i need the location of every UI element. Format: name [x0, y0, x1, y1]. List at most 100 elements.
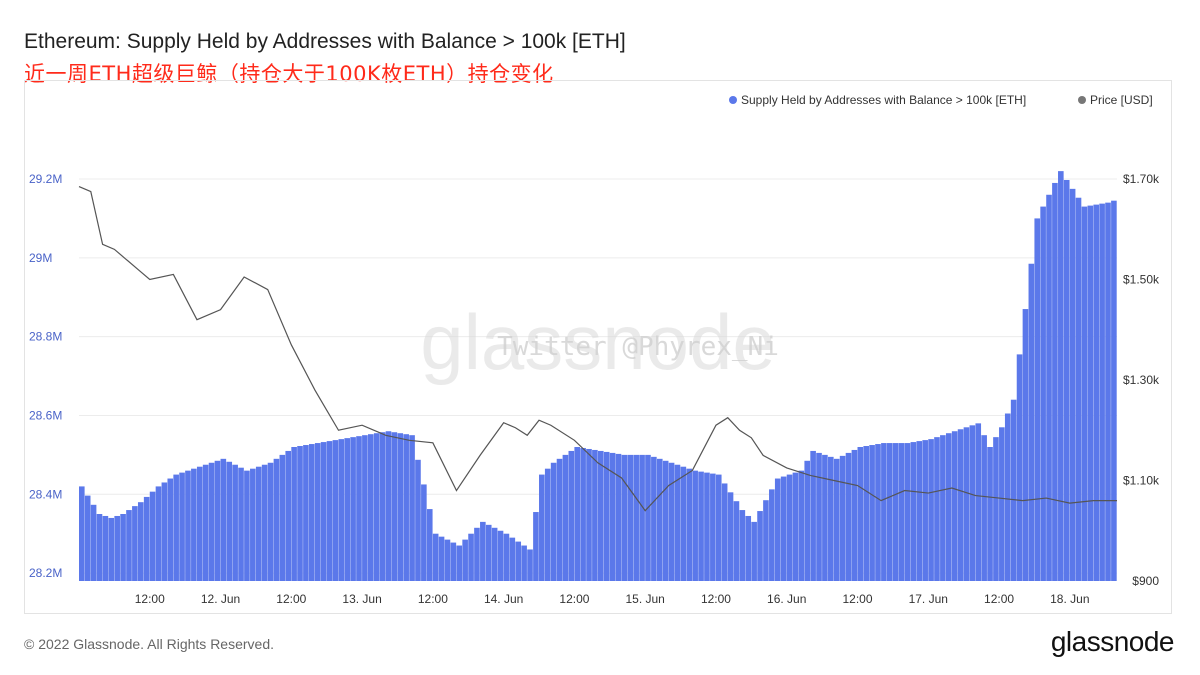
- supply-bar: [562, 454, 569, 581]
- supply-bar: [598, 450, 604, 581]
- supply-bar: [338, 439, 345, 581]
- supply-bar: [497, 530, 504, 581]
- supply-bar: [202, 464, 209, 581]
- supply-bar: [816, 452, 822, 581]
- supply-bar: [993, 437, 999, 581]
- supply-bar: [161, 482, 168, 581]
- x-axis-tick: 12:00: [842, 592, 872, 606]
- supply-bar: [362, 435, 368, 581]
- supply-bar: [220, 458, 227, 581]
- supply-bar: [969, 425, 976, 581]
- supply-bar: [155, 486, 162, 581]
- supply-bar: [721, 483, 728, 581]
- supply-bar: [1058, 171, 1064, 581]
- supply-bar: [373, 433, 380, 581]
- watermark-twitter: Twitter @Phyrex_Ni: [497, 332, 779, 362]
- supply-bar: [987, 447, 993, 581]
- legend-swatch-price: [1078, 96, 1086, 104]
- price-line: [78, 185, 1117, 512]
- supply-bar: [1081, 206, 1088, 581]
- supply-bar: [1010, 399, 1017, 581]
- supply-bar: [244, 470, 250, 581]
- supply-bar: [786, 474, 793, 581]
- supply-bar: [851, 449, 858, 581]
- chart-title: Ethereum: Supply Held by Addresses with …: [24, 30, 626, 53]
- supply-bar: [456, 545, 463, 581]
- supply-bar: [285, 450, 292, 581]
- supply-bar: [916, 441, 923, 581]
- supply-bar: [403, 434, 409, 581]
- supply-bar: [656, 458, 663, 581]
- supply-bar: [367, 434, 374, 581]
- supply-bar: [751, 521, 757, 581]
- supply-bar: [1028, 263, 1035, 581]
- supply-bar: [1087, 205, 1094, 581]
- x-axis-tick: 12:00: [135, 592, 165, 606]
- supply-bar: [733, 501, 740, 581]
- supply-bar: [84, 495, 91, 581]
- supply-bar: [568, 450, 575, 581]
- supply-bar: [468, 533, 474, 581]
- supply-bar: [774, 478, 781, 581]
- supply-bar: [474, 527, 480, 581]
- supply-bar: [1069, 188, 1076, 581]
- footer-copyright: © 2022 Glassnode. All Rights Reserved.: [24, 636, 275, 652]
- x-axis-tick: 14. Jun: [484, 592, 523, 606]
- supply-bar: [232, 464, 238, 581]
- supply-bar: [839, 455, 846, 581]
- supply-bar: [951, 431, 958, 581]
- supply-bar: [1075, 197, 1082, 581]
- supply-bar: [303, 445, 309, 581]
- supply-bar: [179, 472, 185, 581]
- supply-bar: [309, 444, 315, 581]
- supply-bar: [132, 506, 138, 581]
- supply-bar: [603, 451, 610, 581]
- supply-bar: [863, 446, 869, 581]
- supply-bar: [662, 460, 669, 581]
- x-axis: 12:00 12. Jun 12:00 13. Jun 12:00 14. Jun 12:0…: [135, 592, 1090, 606]
- supply-bar: [869, 445, 875, 581]
- supply-bar: [1004, 413, 1011, 581]
- supply-bar: [798, 470, 805, 581]
- supply-bar: [668, 462, 675, 581]
- supply-bar: [639, 454, 645, 581]
- supply-bar: [792, 472, 799, 581]
- x-axis-tick: 12:00: [276, 592, 306, 606]
- supply-bar: [881, 443, 887, 581]
- supply-bar: [963, 427, 970, 581]
- supply-bar: [857, 447, 864, 581]
- supply-bar: [1111, 200, 1117, 582]
- supply-bar: [314, 443, 321, 581]
- supply-bar: [214, 460, 221, 581]
- supply-bar: [928, 439, 934, 581]
- supply-bar: [491, 527, 498, 581]
- supply-bar: [114, 515, 120, 581]
- x-axis-tick: 12:00: [984, 592, 1014, 606]
- supply-bar: [137, 502, 144, 581]
- left-axis-tick: 28.4M: [29, 487, 62, 501]
- supply-bar: [822, 454, 828, 581]
- supply-bar: [426, 509, 433, 581]
- left-axis: 29.2M 29M 28.8M 28.6M 28.4M 28.2M: [29, 172, 62, 580]
- supply-bar: [250, 468, 256, 581]
- supply-bar: [167, 478, 174, 581]
- supply-bar: [503, 533, 510, 581]
- supply-bar: [886, 443, 893, 581]
- right-axis-tick: $900: [1132, 574, 1159, 588]
- supply-bar: [739, 510, 746, 581]
- right-axis-tick: $1.50k: [1123, 273, 1160, 287]
- legend-label-price: Price [USD]: [1090, 93, 1153, 107]
- supply-bar: [149, 491, 156, 581]
- supply-bar: [267, 462, 274, 581]
- supply-bar: [574, 447, 581, 581]
- supply-bar: [539, 474, 545, 581]
- chart-subtitle: 近一周ETH超级巨鲸（持仓大于100K枚ETH）持仓变化: [24, 62, 554, 86]
- supply-bar: [934, 437, 940, 581]
- x-axis-tick: 12:00: [701, 592, 731, 606]
- supply-bar: [238, 467, 244, 581]
- supply-bar: [704, 472, 710, 581]
- x-axis-tick: 15. Jun: [625, 592, 664, 606]
- right-axis-tick: $1.70k: [1123, 172, 1160, 186]
- supply-bar: [945, 433, 952, 581]
- supply-bar: [621, 454, 628, 581]
